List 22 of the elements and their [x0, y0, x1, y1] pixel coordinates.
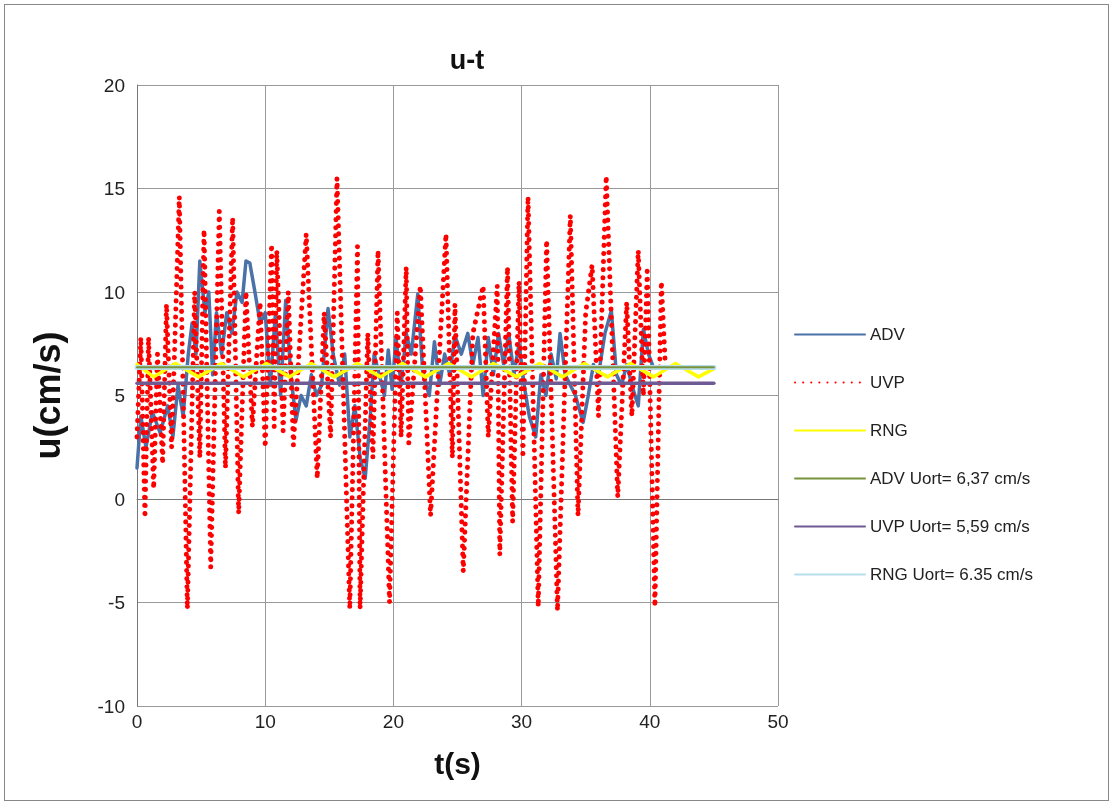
x-tick-label: 20 [382, 711, 404, 732]
y-tick-label: 15 [103, 178, 125, 199]
legend-label: UVP Uort= 5,59 cm/s [870, 517, 1030, 536]
legend-label: ADV [870, 325, 906, 344]
x-axis-title: t(s) [434, 746, 481, 780]
y-tick-label: -5 [108, 592, 125, 613]
y-tick-label: 0 [114, 488, 125, 510]
x-tick-label: 0 [131, 711, 143, 732]
y-tick-label: 5 [114, 385, 125, 406]
legend-label: RNG [870, 421, 908, 440]
y-tick-label: 10 [103, 281, 125, 303]
x-tick-label: 10 [254, 711, 276, 732]
x-tick-label: 50 [767, 711, 789, 732]
legend-label: ADV Uort= 6,37 cm/s [870, 469, 1031, 488]
legend-label: RNG Uort= 6.35 cm/s [870, 565, 1033, 584]
y-axis-title: u(cm/s) [26, 331, 68, 460]
chart-title: u-t [449, 44, 485, 75]
y-tick-label: 20 [103, 74, 125, 96]
legend-label: UVP [870, 373, 905, 392]
y-tick-label: -10 [97, 695, 125, 717]
x-tick-label: 40 [639, 711, 661, 732]
x-tick-label: 30 [511, 711, 533, 732]
